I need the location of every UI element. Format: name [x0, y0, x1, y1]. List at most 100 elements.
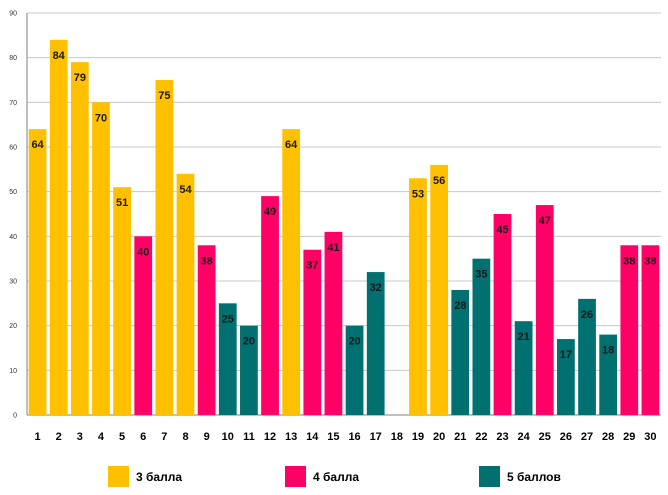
legend-swatch-5b — [479, 466, 500, 487]
data-label-10: 25 — [222, 313, 234, 325]
data-label-14: 37 — [306, 260, 318, 272]
data-label-2: 84 — [53, 50, 66, 62]
data-label-19: 53 — [412, 188, 424, 200]
bar-5 — [113, 187, 131, 415]
data-label-8: 54 — [179, 184, 192, 196]
bar-20 — [430, 164, 448, 415]
bar-4 — [92, 102, 110, 415]
x-tick-label: 12 — [264, 431, 276, 443]
x-tick-label: 30 — [644, 431, 656, 443]
bar-19 — [409, 178, 427, 415]
bar-11 — [240, 325, 258, 415]
x-axis: 1 2 3 4 5 6 7 8 9 10 11 12 13 14 15 16 17 18 19 20 21 22 23 24 2… — [35, 431, 657, 443]
legend-label-5b: 5 баллов — [507, 470, 561, 484]
y-tick-label: 60 — [9, 145, 17, 152]
x-tick-label: 21 — [454, 431, 466, 443]
bar-3 — [70, 62, 89, 416]
legend-label-3b: 3 балла — [136, 470, 182, 484]
gridlines — [27, 12, 661, 416]
data-label-30: 38 — [644, 255, 656, 267]
legend-label-4b: 4 балла — [313, 470, 359, 484]
bar-17 — [366, 272, 385, 415]
legend: 3 балла 4 балла 5 баллов — [108, 466, 561, 487]
data-label-5: 51 — [116, 197, 128, 209]
x-tick-label: 23 — [496, 431, 508, 443]
legend-swatch-4b — [285, 466, 306, 487]
x-tick-label: 10 — [222, 431, 234, 443]
x-tick-label: 25 — [539, 431, 551, 443]
data-label-17: 32 — [370, 282, 382, 294]
data-label-3: 79 — [74, 72, 86, 84]
data-label-29: 38 — [623, 255, 635, 267]
data-label-12: 49 — [264, 206, 276, 218]
bar-9 — [197, 245, 216, 415]
bar-13 — [282, 129, 301, 415]
y-tick-label: 20 — [9, 323, 17, 330]
bar-23 — [493, 214, 512, 415]
x-tick-label: 3 — [77, 431, 83, 443]
y-tick-label: 50 — [9, 189, 17, 196]
bar-6 — [134, 236, 153, 415]
bar-15 — [324, 231, 343, 415]
bar-14 — [303, 249, 322, 415]
x-tick-label: 7 — [161, 431, 167, 443]
data-label-16: 20 — [348, 336, 360, 348]
x-tick-label: 19 — [412, 431, 424, 443]
y-tick-label: 30 — [9, 279, 17, 286]
bar-29 — [620, 245, 639, 415]
x-tick-label: 2 — [56, 431, 62, 443]
bar-25 — [535, 205, 554, 415]
bar-12 — [261, 196, 279, 415]
x-tick-label: 17 — [370, 431, 382, 443]
x-tick-label: 26 — [560, 431, 572, 443]
data-label-26: 17 — [560, 349, 572, 361]
bar-24 — [514, 321, 533, 415]
data-labels: 64 84 79 70 51 40 75 54 38 25 20 49 64 37 41 20 32 53 56 28… — [31, 50, 656, 361]
bar-2 — [49, 39, 68, 416]
x-tick-label: 18 — [391, 431, 403, 443]
x-tick-label: 8 — [182, 431, 188, 443]
bar-22 — [472, 258, 491, 415]
bar-27 — [578, 298, 596, 415]
y-tick-label: 90 — [9, 11, 17, 18]
y-tick-label: 70 — [9, 100, 17, 107]
x-tick-label: 14 — [306, 431, 319, 443]
x-tick-label: 11 — [243, 431, 255, 443]
bar-28 — [599, 334, 618, 415]
x-tick-label: 29 — [623, 431, 635, 443]
x-tick-label: 28 — [602, 431, 614, 443]
bar-30 — [641, 245, 660, 415]
data-label-1: 64 — [31, 139, 44, 151]
x-tick-label: 15 — [327, 431, 339, 443]
data-label-9: 38 — [201, 255, 213, 267]
data-label-21: 28 — [454, 300, 466, 312]
x-tick-label: 24 — [518, 431, 531, 443]
bar-21 — [451, 289, 470, 415]
y-tick-label: 40 — [9, 234, 17, 241]
x-tick-label: 22 — [475, 431, 487, 443]
data-label-15: 41 — [327, 242, 339, 254]
data-label-6: 40 — [137, 246, 149, 258]
bar-26 — [557, 339, 575, 415]
y-tick-label: 10 — [9, 368, 17, 375]
data-label-20: 56 — [433, 175, 445, 187]
y-tick-label: 0 — [13, 413, 17, 420]
data-label-7: 75 — [158, 90, 170, 102]
x-tick-label: 13 — [285, 431, 297, 443]
bar-8 — [176, 173, 195, 415]
data-label-4: 70 — [95, 112, 107, 124]
data-label-24: 21 — [518, 331, 530, 343]
y-tick-label: 80 — [9, 55, 17, 62]
x-tick-label: 20 — [433, 431, 445, 443]
data-label-22: 35 — [475, 269, 487, 281]
data-label-23: 45 — [496, 224, 508, 236]
y-axis: 0 10 20 30 40 50 60 70 80 90 — [9, 11, 28, 420]
x-tick-label: 5 — [119, 431, 125, 443]
bar-7 — [155, 80, 174, 415]
data-label-27: 26 — [581, 309, 593, 321]
x-tick-label: 6 — [140, 431, 146, 443]
bar-1 — [28, 129, 47, 415]
data-label-25: 47 — [539, 215, 551, 227]
x-tick-label: 27 — [581, 431, 593, 443]
